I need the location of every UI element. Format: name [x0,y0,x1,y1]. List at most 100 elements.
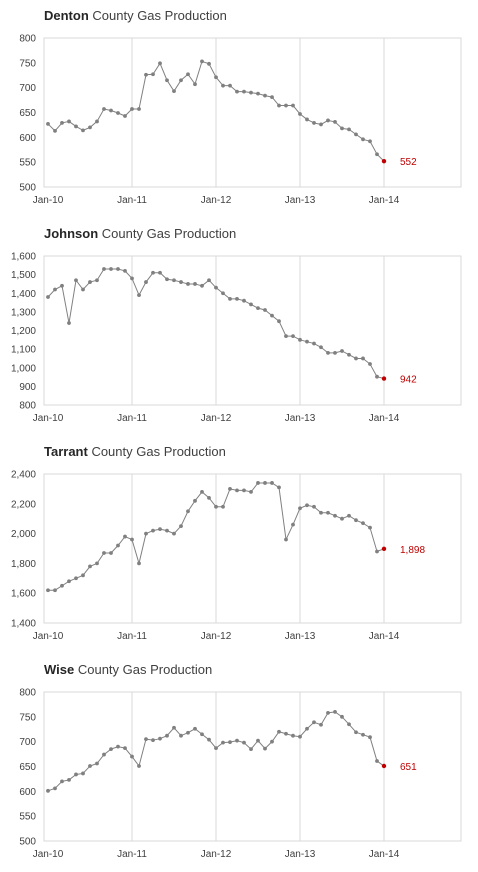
data-point [277,319,281,324]
chart-svg: Jan-10 Jan-11 Jan-12 Jan-13 Jan-14 2,400 2,200… [11,470,462,642]
data-point [298,112,302,116]
data-point [172,278,176,283]
last-value-label: 942 [400,375,417,386]
data-point [221,291,225,296]
data-point [284,537,288,542]
data-point [228,740,232,745]
data-point [207,278,211,283]
data-point [165,528,169,533]
data-point [123,269,127,273]
data-point [242,740,246,745]
data-point [193,726,197,731]
data-point [312,341,316,346]
data-point [312,121,316,125]
data-point [116,744,120,749]
x-tick-label: Jan-11 [117,631,147,642]
data-point [130,537,134,542]
y-tick-label: 2,200 [11,499,36,510]
data-point [200,59,204,64]
data-point [46,122,50,126]
data-point [95,119,99,124]
data-point [221,740,225,745]
data-point [347,513,351,518]
last-value-point [381,158,387,164]
data-point [53,588,57,593]
x-tick-label: Jan-13 [285,631,316,642]
last-value-label: 1,898 [400,545,425,556]
data-point [375,152,379,157]
last-value-point [381,763,387,769]
data-point [361,137,365,142]
y-tick-label: 750 [19,58,36,69]
data-point [193,82,197,87]
data-point [375,374,379,379]
data-point [242,89,246,94]
data-point [109,108,113,113]
data-point [298,506,302,511]
data-point [102,752,106,757]
data-point [60,583,64,588]
x-tick-label: Jan-10 [33,413,64,424]
data-point [137,561,141,566]
data-point [291,103,295,108]
data-point [375,759,379,763]
data-point [116,543,120,548]
data-point [319,345,323,350]
data-point [130,276,134,281]
data-point [305,339,309,344]
y-tick-label: 1,100 [11,345,36,356]
data-point [291,733,295,738]
data-point [354,356,358,361]
y-tick-label: 800 [19,34,36,45]
data-point [214,746,218,751]
x-tick-label: Jan-10 [33,631,64,642]
data-point [46,788,50,793]
data-point [277,485,281,490]
data-point [305,503,309,508]
data-point [235,738,239,743]
data-point [326,118,330,123]
chart-svg: Jan-10 Jan-11 Jan-12 Jan-13 Jan-14 1,600 1,500… [11,252,462,424]
data-point [46,295,50,299]
data-point [256,738,260,743]
data-point [186,282,190,286]
data-point [102,551,106,555]
chart-title-county: Johnson [44,226,99,241]
y-tick-label: 1,400 [11,619,36,630]
y-tick-label: 1,300 [11,307,36,318]
data-point [172,531,176,536]
data-point [375,549,379,554]
data-point [172,725,176,730]
data-point [60,779,64,784]
chart-title-rest: County Gas Production [88,8,227,23]
data-point [137,764,141,768]
data-point [137,293,141,298]
x-tick-label: Jan-14 [369,413,400,424]
data-point [256,306,260,311]
y-tick-label: 650 [19,108,36,119]
chart-title-county: Denton [44,8,89,23]
x-tick-label: Jan-10 [33,849,64,860]
data-point [361,732,365,737]
data-point [130,107,134,111]
y-tick-label: 1,000 [11,363,36,374]
data-point [326,510,330,515]
data-point [207,495,211,500]
x-tick-label: Jan-14 [369,195,400,206]
data-point [179,78,183,83]
data-point [151,72,155,77]
y-tick-label: 600 [19,133,36,144]
data-point [109,267,113,271]
data-point [95,761,99,766]
data-point [74,576,78,581]
last-value-point [381,376,387,381]
data-point [214,285,218,290]
x-tick-label: Jan-11 [117,413,147,424]
data-point [249,302,253,307]
data-point [200,283,204,288]
data-point [74,278,78,283]
x-tick-label: Jan-13 [285,413,316,424]
y-tick-label: 650 [19,762,36,773]
data-point [340,126,344,131]
chart-panel-tarrant: Tarrant County Gas Production Jan-10 Jan-… [0,436,478,654]
